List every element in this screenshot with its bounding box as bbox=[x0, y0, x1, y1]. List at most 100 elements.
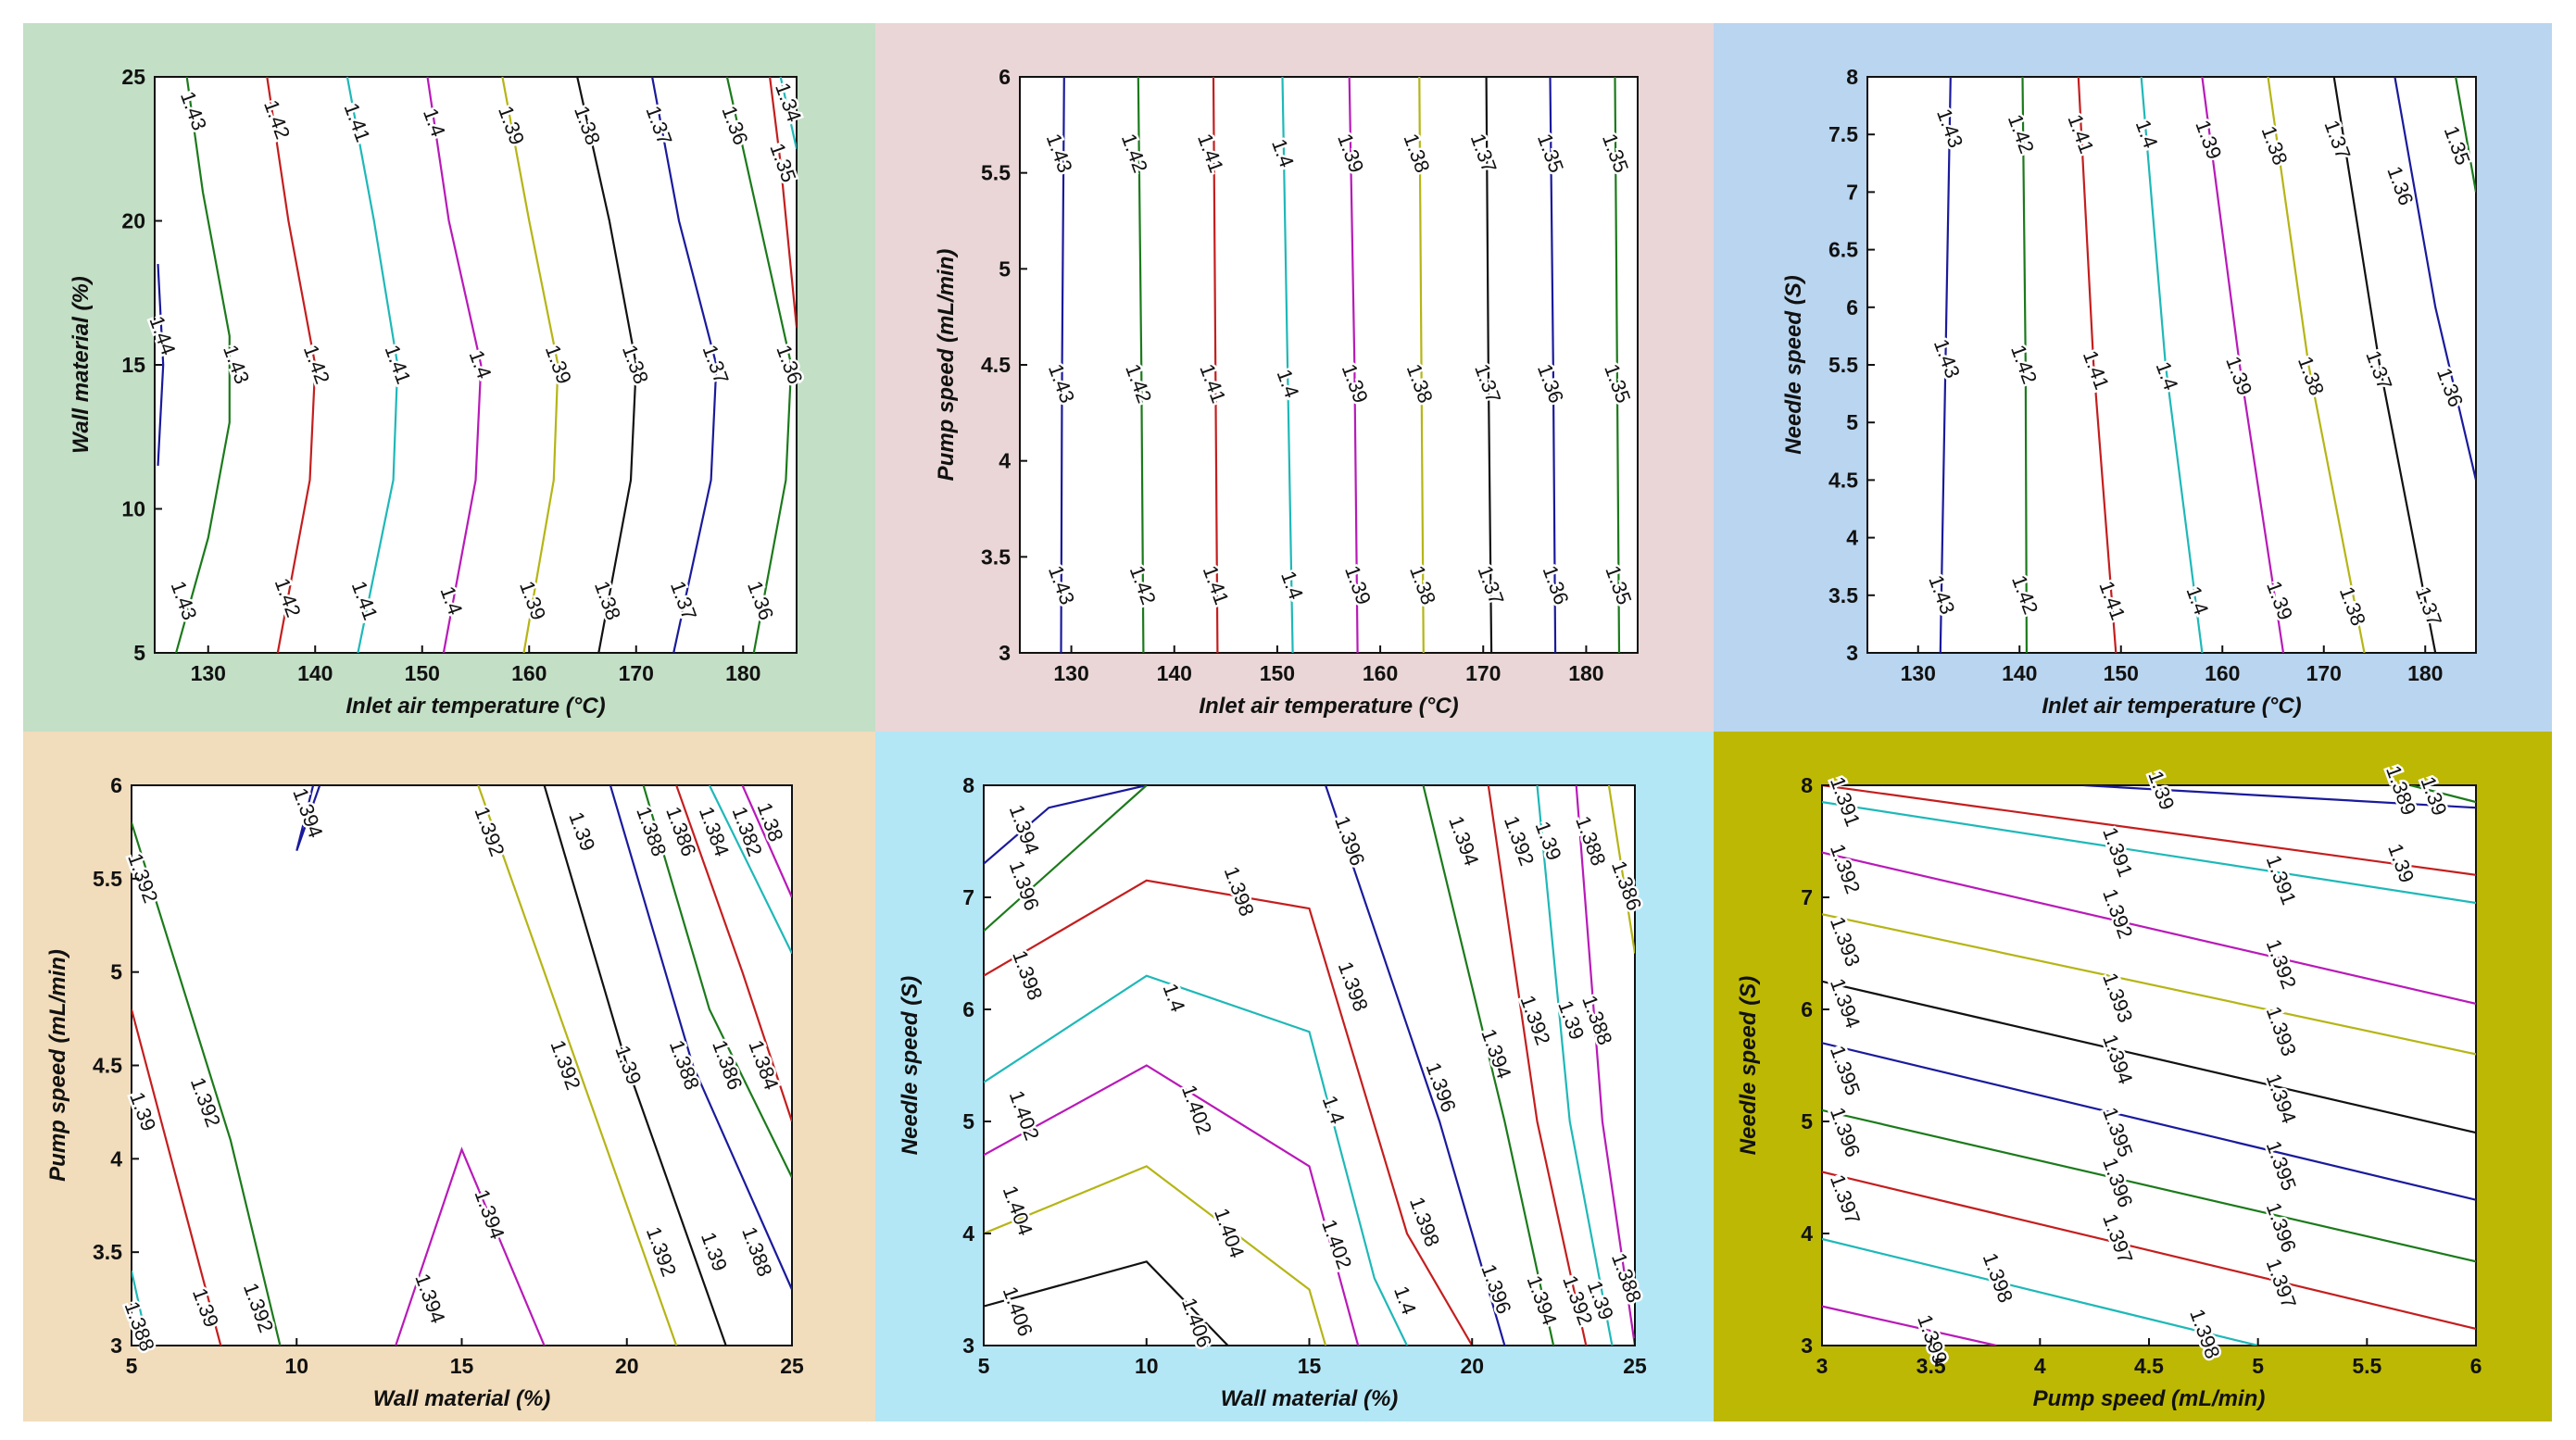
contour-line-1.397 bbox=[1822, 1171, 2476, 1330]
contour-line-1.4 bbox=[2140, 77, 2204, 653]
y-tick-label: 6 bbox=[962, 997, 974, 1021]
contour-line-1.43 bbox=[1939, 77, 1952, 653]
x-tick-label: 25 bbox=[1623, 1354, 1647, 1378]
x-tick-label: 5.5 bbox=[2352, 1354, 2381, 1378]
x-tick-label: 10 bbox=[1135, 1354, 1159, 1378]
contour-panel-2: 1.43 1.43 1.43 1.42 1.42 1.42 1.41 1.41 1.41 1.4 1… bbox=[875, 23, 1714, 732]
contour-line-1.4 bbox=[1281, 77, 1294, 653]
contour-line-1.35 bbox=[2455, 77, 2476, 193]
contour-plot-svg: 1.441.431.431.431.421.421.421.411.411.41… bbox=[69, 65, 810, 719]
contour-lines bbox=[157, 77, 797, 653]
contour-line-1.4 bbox=[984, 974, 1408, 1346]
x-tick-label: 150 bbox=[1260, 661, 1295, 685]
contour-lines bbox=[984, 785, 1635, 1346]
y-tick-label: 6 bbox=[1846, 295, 1858, 319]
contour-panel-3: 1.43 1.43 1.43 1.42 1.42 1.42 1.41 1.41 1.41 1.4 1… bbox=[1714, 23, 2552, 732]
contour-line-1.36 bbox=[2394, 77, 2476, 481]
contour-line-1.393 bbox=[1822, 913, 2476, 1056]
y-axis-title: Pump speed (mL/min) bbox=[45, 949, 70, 1182]
contour-line-1.402 bbox=[984, 1064, 1360, 1346]
y-axis-title: Pump speed (mL/min) bbox=[934, 249, 959, 482]
contour-line-1.44 bbox=[157, 264, 165, 466]
contour-panel-5: 1.394 1.396 1.398 1.398 1.398 1.398 1.4 1.4 1.4 1… bbox=[875, 732, 1714, 1421]
contour-line-1.37 bbox=[651, 77, 718, 653]
contour-line-1.42 bbox=[1137, 77, 1145, 653]
y-tick-label: 10 bbox=[121, 497, 145, 521]
contour-plot-svg: 1.3941.3921.3921.3921.391.391.3881.3941.… bbox=[45, 773, 804, 1411]
plot-area bbox=[983, 784, 1636, 1346]
contour-line-1.398 bbox=[1822, 1237, 2258, 1346]
contour-plot-svg: 1.39 1.391.3891.391.3911.3911.3911.3921.3… bbox=[1736, 760, 2482, 1411]
y-axis-title: Wall material (%) bbox=[69, 276, 94, 454]
y-tick-label: 6.5 bbox=[1828, 238, 1858, 262]
x-tick-label: 150 bbox=[2104, 661, 2139, 685]
y-tick-label: 8 bbox=[1801, 773, 1813, 797]
y-tick-label: 8 bbox=[1846, 65, 1858, 89]
contour-line-1.34 bbox=[779, 77, 797, 150]
plot-area bbox=[1821, 784, 2477, 1346]
plot-area bbox=[1866, 76, 2477, 654]
y-tick-label: 3 bbox=[110, 1334, 122, 1358]
contour-line-1.37 bbox=[2332, 77, 2437, 653]
contour-line-1.39 bbox=[2083, 785, 2476, 809]
y-tick-label: 3 bbox=[999, 641, 1011, 665]
y-tick-label: 4.5 bbox=[981, 353, 1011, 377]
x-tick-label: 140 bbox=[297, 661, 333, 685]
contour-line-1.396 bbox=[1325, 785, 1506, 1346]
x-tick-label: 170 bbox=[1465, 661, 1501, 685]
y-tick-label: 4 bbox=[1846, 526, 1858, 550]
x-tick-label: 130 bbox=[1053, 661, 1088, 685]
x-tick-label: 3 bbox=[1816, 1354, 1828, 1378]
y-tick-label: 4.5 bbox=[1828, 468, 1858, 492]
y-tick-label: 3.5 bbox=[1828, 583, 1858, 607]
contour-line-1.38 bbox=[1418, 77, 1425, 653]
y-tick-label: 4.5 bbox=[93, 1054, 122, 1078]
contour-plot-svg: 1.431.431.431.421.421.421.411.411.411.41… bbox=[934, 65, 1639, 719]
x-axis-title: Inlet air temperature (°C) bbox=[1199, 694, 1458, 719]
y-tick-label: 4 bbox=[999, 449, 1011, 473]
contour-plot-svg: 1.431.431.431.421.421.421.411.411.411.41… bbox=[1781, 65, 2477, 719]
plot-area bbox=[131, 784, 793, 1346]
x-tick-label: 170 bbox=[619, 661, 654, 685]
contour-line-1.394 bbox=[1422, 785, 1555, 1346]
x-tick-label: 160 bbox=[1363, 661, 1398, 685]
contour-line-1.37 bbox=[1485, 77, 1493, 653]
contour-line-1.389 bbox=[2410, 785, 2476, 804]
contour-line-1.404 bbox=[984, 1165, 1327, 1346]
contour-line-1.388 bbox=[609, 785, 792, 1290]
contour-line-1.42 bbox=[266, 77, 317, 653]
y-tick-label: 7 bbox=[962, 885, 974, 909]
y-tick-label: 6 bbox=[110, 773, 122, 797]
x-tick-label: 4.5 bbox=[2134, 1354, 2164, 1378]
x-tick-label: 15 bbox=[1298, 1354, 1322, 1378]
x-tick-label: 20 bbox=[615, 1354, 639, 1378]
y-tick-label: 4 bbox=[110, 1146, 122, 1171]
contour-line-1.392 bbox=[1822, 851, 2476, 1005]
x-tick-label: 6 bbox=[2470, 1354, 2482, 1378]
contour-line-1.4 bbox=[426, 77, 483, 653]
y-tick-label: 5 bbox=[110, 960, 122, 984]
y-tick-label: 5.5 bbox=[93, 867, 122, 891]
y-tick-label: 20 bbox=[121, 209, 145, 233]
contour-lines bbox=[1822, 785, 2476, 1346]
contour-line-1.406 bbox=[984, 1260, 1229, 1346]
contour-line-1.38 bbox=[2267, 77, 2366, 653]
contour-line-1.41 bbox=[2077, 77, 2117, 653]
x-tick-label: 10 bbox=[284, 1354, 308, 1378]
y-tick-label: 3.5 bbox=[981, 545, 1011, 569]
x-tick-label: 5 bbox=[126, 1354, 138, 1378]
x-axis-title: Pump speed (mL/min) bbox=[2033, 1386, 2266, 1411]
contour-line-1.396 bbox=[984, 785, 1148, 933]
contour-line-1.38 bbox=[576, 77, 637, 653]
contour-line-1.39 bbox=[501, 77, 559, 653]
y-tick-label: 3.5 bbox=[93, 1240, 122, 1264]
x-tick-label: 5 bbox=[2252, 1354, 2264, 1378]
contour-line-1.392 bbox=[477, 785, 678, 1346]
y-tick-label: 7 bbox=[1846, 180, 1858, 204]
contour-line-1.386 bbox=[1607, 785, 1635, 954]
contour-panel-1: 1.44 1.43 1.43 1.43 1.42 1.42 1.42 1.41 1.41 1.41… bbox=[23, 23, 875, 732]
x-tick-label: 15 bbox=[450, 1354, 474, 1378]
x-axis-title: Wall material (%) bbox=[373, 1386, 551, 1411]
contour-line-1.43 bbox=[1060, 77, 1065, 653]
y-tick-label: 8 bbox=[962, 773, 974, 797]
